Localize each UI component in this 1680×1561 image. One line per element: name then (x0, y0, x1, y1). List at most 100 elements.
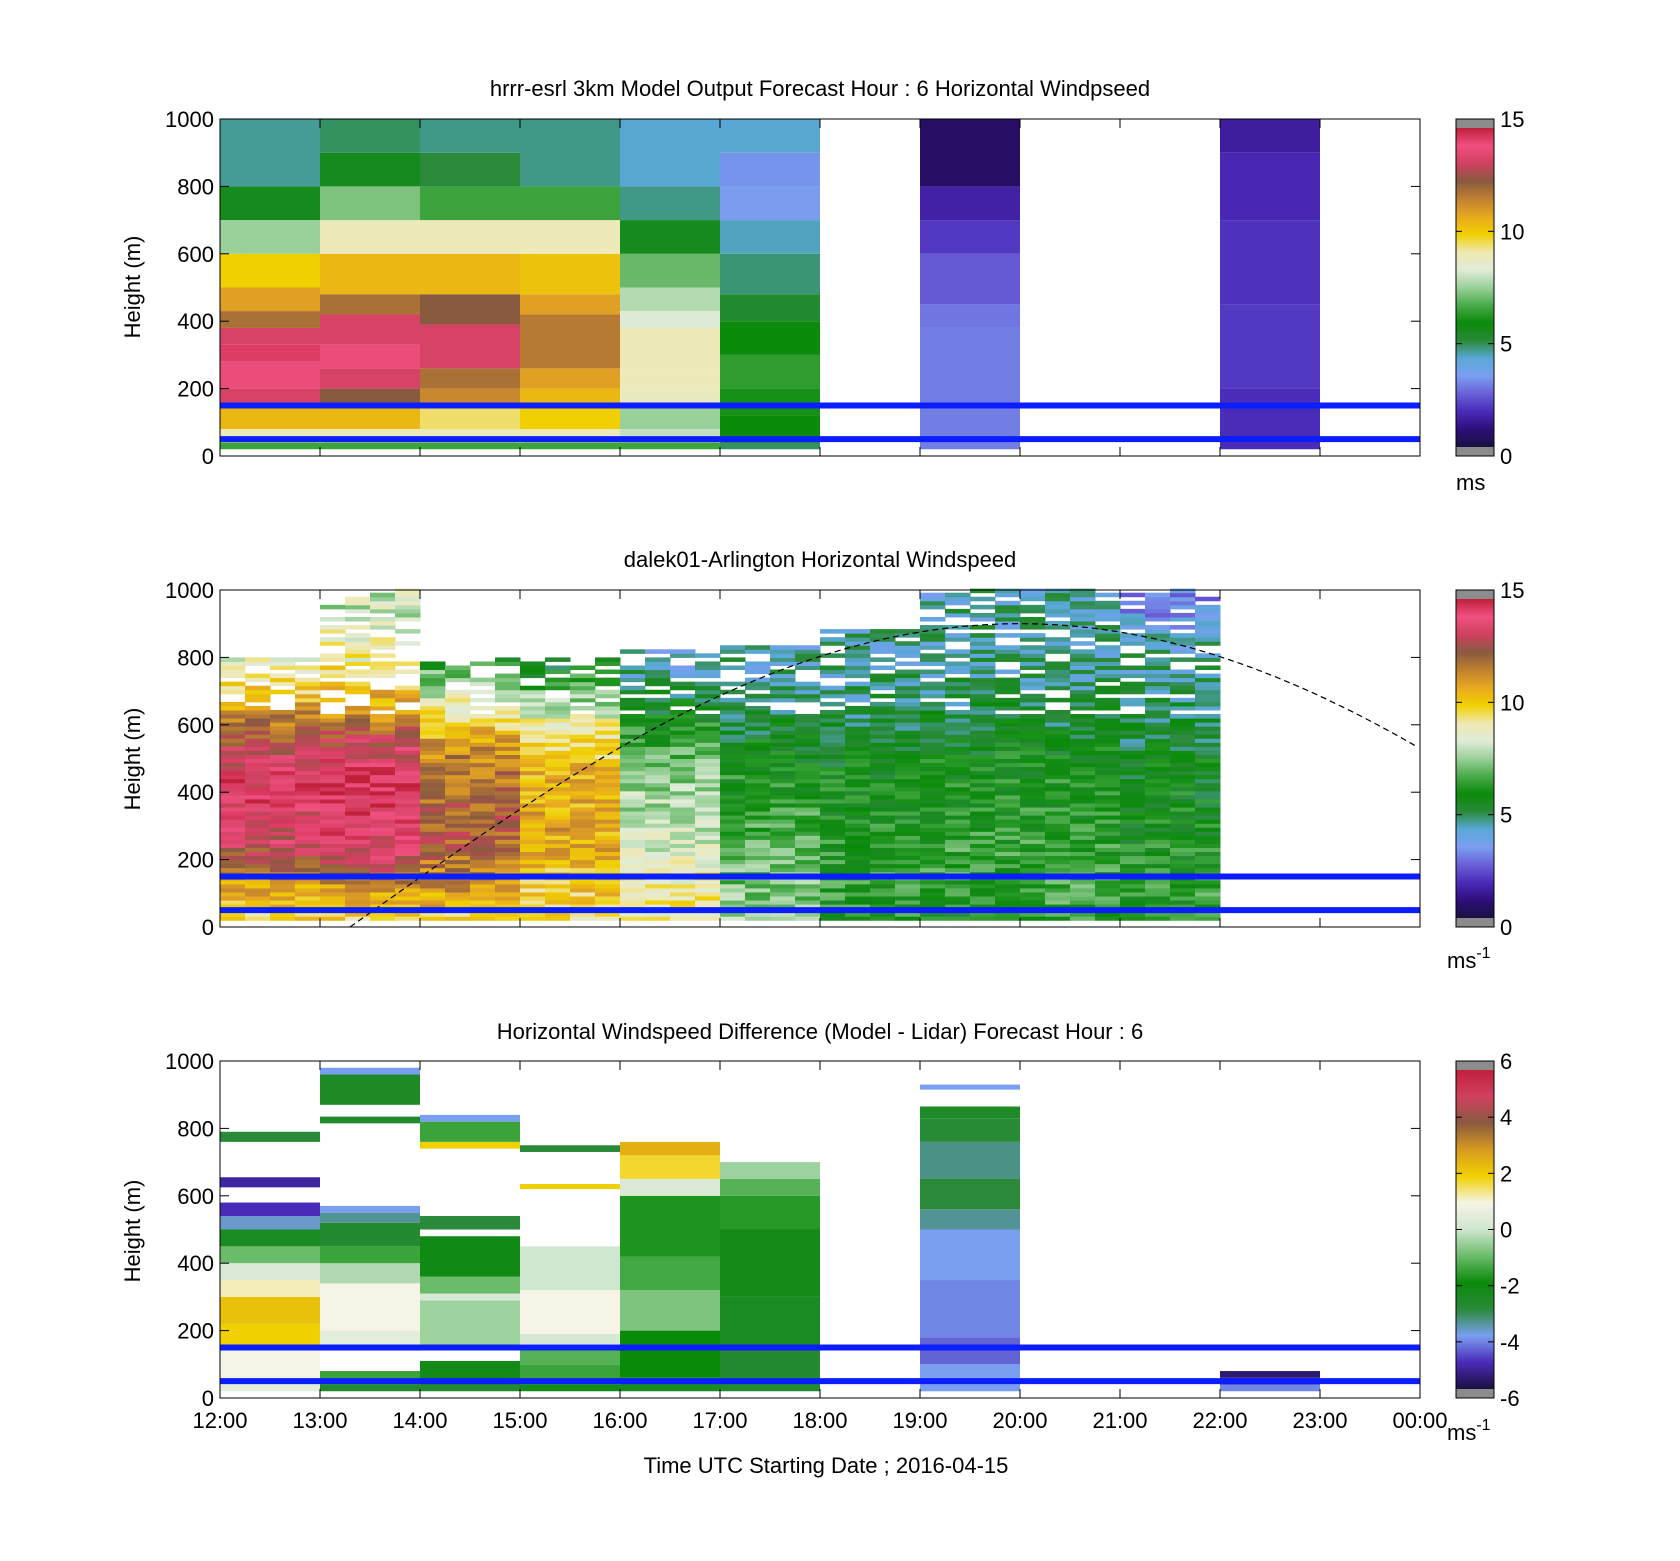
heatmap-cell (845, 673, 871, 679)
heatmap-cell (495, 726, 521, 731)
heatmap-cell (345, 774, 371, 780)
heatmap-cell (670, 673, 696, 679)
heatmap-cell (1145, 786, 1171, 792)
heatmap-cell (920, 746, 946, 751)
heatmap-cell (770, 758, 796, 764)
heatmap-cell (220, 287, 320, 312)
heatmap-cell (1195, 734, 1221, 739)
heatmap-cell (620, 843, 646, 848)
heatmap-cell (845, 766, 871, 772)
heatmap-cell (745, 802, 771, 808)
heatmap-cell (320, 629, 346, 634)
heatmap-cell (1095, 900, 1121, 905)
heatmap-cell (1020, 722, 1046, 727)
heatmap-cell (1170, 766, 1196, 772)
heatmap-cell (1045, 802, 1071, 808)
heatmap-cell (595, 681, 621, 687)
heatmap-cell (770, 653, 796, 658)
heatmap-cell (745, 887, 771, 893)
heatmap-cell (920, 823, 946, 828)
heatmap-cell (295, 758, 321, 764)
heatmap-cell (1195, 770, 1221, 776)
heatmap-cell (945, 726, 971, 731)
heatmap-cell (220, 811, 246, 816)
heatmap-cell (1020, 798, 1046, 804)
heatmap-cell (845, 823, 871, 828)
heatmap-cell (670, 685, 696, 691)
heatmap-cell (1170, 616, 1196, 622)
heatmap-cell (845, 895, 871, 901)
heatmap-cell (295, 697, 321, 703)
heatmap-cell (1170, 891, 1196, 897)
heatmap-cell (770, 766, 796, 772)
heatmap-cell (420, 705, 446, 711)
heatmap-cell (895, 827, 921, 832)
heatmap-cell (1170, 681, 1196, 687)
heatmap-cell (395, 600, 421, 606)
heatmap-cell (545, 811, 571, 816)
heatmap-cell (1045, 645, 1071, 650)
heatmap-cell (545, 916, 571, 921)
heatmap-cell (920, 119, 1020, 187)
heatmap-cell (820, 669, 846, 675)
heatmap-cell (345, 827, 371, 832)
heatmap-cell (745, 730, 771, 735)
heatmap-cell (1170, 823, 1196, 828)
heatmap-cell (1170, 705, 1196, 711)
heatmap-cell (670, 734, 696, 739)
heatmap-cell (845, 649, 871, 654)
heatmap-cell (545, 762, 571, 768)
heatmap-cell (270, 782, 296, 788)
y-tick-label: 200 (177, 848, 214, 873)
heatmap-cell (420, 762, 446, 768)
heatmap-cell (245, 847, 271, 853)
heatmap-cell (320, 637, 346, 642)
heatmap-cell (770, 916, 796, 921)
heatmap-cell (470, 750, 496, 755)
heatmap-cell (520, 742, 546, 747)
heatmap-cell (945, 879, 971, 885)
heatmap-cell (295, 750, 321, 755)
heatmap-cell (395, 697, 421, 703)
heatmap-cell (545, 730, 571, 735)
heatmap-cell (495, 883, 521, 889)
heatmap-cell (320, 823, 346, 828)
heatmap-cell (845, 705, 871, 711)
heatmap-cell (745, 790, 771, 796)
heatmap-cell (245, 673, 271, 679)
heatmap-cell (695, 859, 721, 865)
heatmap-cell (545, 900, 571, 905)
heatmap-cell (220, 681, 246, 687)
heatmap-cell (1070, 633, 1096, 638)
heatmap-cell (1070, 600, 1096, 606)
boundary-layer-curve (349, 623, 1417, 928)
heatmap-cell (1170, 916, 1196, 921)
heatmap-cell (845, 851, 871, 857)
heatmap-cell (220, 722, 246, 727)
heatmap-cell (845, 726, 871, 731)
heatmap-cell (270, 839, 296, 844)
heatmap-cell (1170, 637, 1196, 642)
heatmap-cell (220, 863, 246, 869)
heatmap-cell (245, 693, 271, 699)
heatmap-cell (920, 604, 946, 610)
heatmap-cell (1045, 709, 1071, 715)
heatmap-cell (1120, 600, 1146, 606)
heatmap-cell (495, 689, 521, 695)
heatmap-cell (545, 831, 571, 836)
heatmap-cell (920, 831, 946, 836)
heatmap-cell (220, 1229, 320, 1247)
heatmap-cell (645, 839, 671, 844)
heatmap-cell (245, 839, 271, 844)
heatmap-cell (1020, 746, 1046, 751)
heatmap-cell (570, 891, 596, 897)
heatmap-cell (595, 701, 621, 707)
heatmap-cell (870, 645, 896, 650)
heatmap-cell (595, 815, 621, 820)
heatmap-cell (1170, 778, 1196, 784)
heatmap-cell (270, 863, 296, 869)
heatmap-cell (1145, 685, 1171, 691)
heatmap-cell (620, 778, 646, 784)
heatmap-cell (470, 689, 496, 695)
heatmap-cell (545, 895, 571, 901)
